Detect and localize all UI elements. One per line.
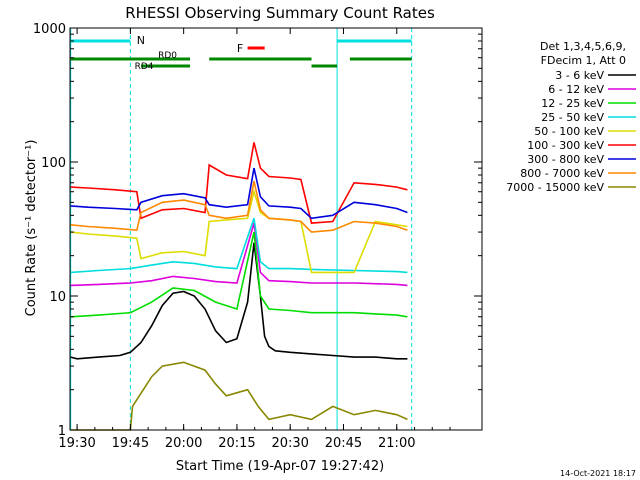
series-line <box>70 218 408 274</box>
x-axis-label: Start Time (19-Apr-07 19:27:42) <box>176 459 384 474</box>
chart-title: RHESSI Observing Summary Count Rates <box>125 4 435 22</box>
plot-frame <box>69 27 483 431</box>
footer-date: 14-Oct-2021 18:17 <box>560 469 636 478</box>
series-line <box>70 188 408 274</box>
legend-entry-label: 100 - 300 keV <box>527 139 604 152</box>
legend-entry-label: 7000 - 15000 keV <box>506 181 604 194</box>
x-tick-label: 20:30 <box>271 436 308 451</box>
y-axis-label: Count Rate (s⁻¹ detector⁻¹) <box>24 140 39 317</box>
legend-entry-label: 50 - 100 keV <box>534 125 604 138</box>
series-line <box>70 180 408 233</box>
x-tick-label: 20:15 <box>218 436 255 451</box>
rd0-label: RD0 <box>158 51 177 61</box>
series-line <box>70 167 408 220</box>
series-line <box>70 231 408 318</box>
y-tick-label: 100 <box>41 156 66 171</box>
legend-header: Det 1,3,4,5,6,9, <box>540 40 626 53</box>
legend-entry-label: 25 - 50 keV <box>541 111 604 124</box>
legend: Det 1,3,4,5,6,9,FDecim 1, Att 0 3 - 6 keV… <box>506 40 636 194</box>
rd4-label: RD4 <box>135 62 154 72</box>
legend-entry-label: 300 - 800 keV <box>527 153 604 166</box>
legend-entry-label: 800 - 7000 keV <box>520 167 604 180</box>
legend-entry-label: 12 - 25 keV <box>541 97 604 110</box>
flare-label: F <box>237 42 243 55</box>
plot-area: N F RD0 RD4 19:30 19:45 20:00 20:15 20:30 20:45 21… <box>33 22 483 451</box>
x-tick-label: 19:30 <box>58 436 95 451</box>
series-line <box>70 242 408 360</box>
x-tick-label: 20:45 <box>325 436 362 451</box>
legend-entry-label: 3 - 6 keV <box>555 69 604 82</box>
x-tick-label: 21:00 <box>378 436 415 451</box>
y-tick-label: 1 <box>58 424 66 439</box>
night-label: N <box>137 34 145 47</box>
series-line <box>70 222 408 287</box>
x-tick-label: 19:45 <box>112 436 149 451</box>
legend-header: FDecim 1, Att 0 <box>541 54 626 67</box>
series-line <box>70 361 408 431</box>
y-tick-label: 10 <box>49 290 66 305</box>
legend-entry-label: 6 - 12 keV <box>548 83 604 96</box>
x-tick-label: 20:00 <box>165 436 202 451</box>
y-tick-label: 1000 <box>33 22 66 37</box>
